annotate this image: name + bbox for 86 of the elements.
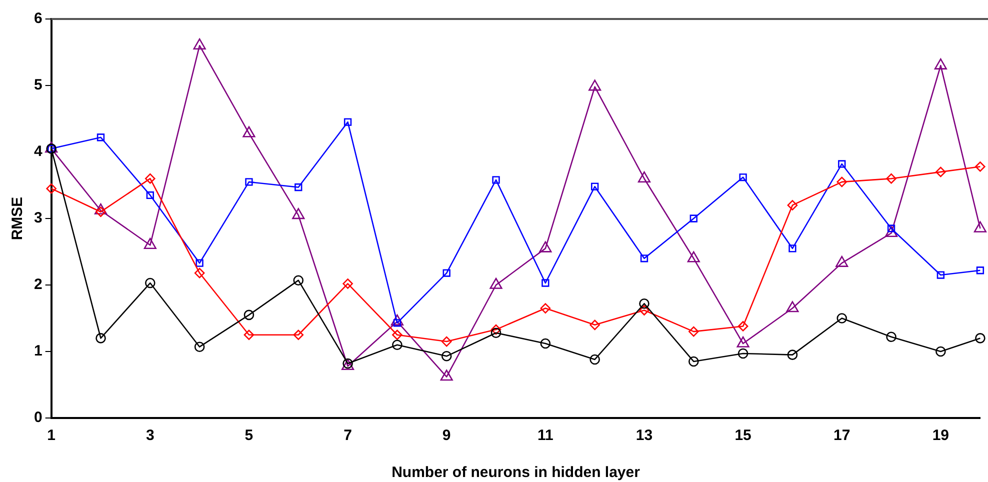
point bbox=[96, 206, 106, 217]
x-tick-label: 17 bbox=[834, 427, 850, 444]
x-tick-label: 13 bbox=[636, 427, 653, 444]
point bbox=[96, 333, 106, 344]
point bbox=[293, 330, 304, 340]
point bbox=[539, 241, 552, 252]
point bbox=[590, 182, 599, 190]
point bbox=[886, 173, 896, 184]
point bbox=[94, 203, 108, 214]
y-tick-label: 3 bbox=[34, 210, 42, 227]
point bbox=[194, 342, 205, 352]
point bbox=[344, 118, 352, 126]
point bbox=[738, 321, 748, 332]
point bbox=[145, 173, 156, 184]
point bbox=[936, 271, 945, 279]
point bbox=[975, 333, 986, 344]
point bbox=[738, 348, 748, 359]
x-tick-label: 19 bbox=[932, 427, 950, 444]
point bbox=[588, 80, 602, 91]
point bbox=[838, 160, 846, 168]
point bbox=[884, 226, 898, 238]
point bbox=[293, 275, 304, 286]
y-tick-label: 5 bbox=[34, 76, 42, 94]
point bbox=[244, 330, 254, 340]
point bbox=[639, 305, 650, 316]
point bbox=[96, 134, 105, 142]
point bbox=[590, 354, 600, 365]
y-tick-label: 4 bbox=[34, 143, 43, 160]
y-tick-label: 1 bbox=[34, 342, 42, 360]
point bbox=[976, 266, 984, 274]
point bbox=[441, 351, 452, 362]
x-tick-label: 9 bbox=[442, 427, 451, 444]
point bbox=[196, 259, 204, 267]
point bbox=[638, 171, 651, 182]
point bbox=[640, 254, 648, 262]
point bbox=[787, 350, 798, 360]
point bbox=[936, 346, 946, 357]
point bbox=[690, 214, 698, 222]
point bbox=[46, 183, 56, 194]
x-axis-title: Number of neurons in hidden layer bbox=[392, 464, 640, 482]
x-tick-label: 7 bbox=[344, 427, 352, 444]
point bbox=[934, 58, 947, 70]
point bbox=[688, 326, 699, 337]
point bbox=[936, 166, 946, 178]
point bbox=[836, 176, 848, 188]
point bbox=[146, 191, 154, 200]
x-tick-label: 11 bbox=[537, 427, 554, 444]
point bbox=[392, 330, 402, 340]
y-axis-title: RMSE bbox=[9, 196, 26, 240]
point bbox=[687, 251, 700, 262]
y-tick-label: 0 bbox=[34, 409, 42, 426]
point bbox=[245, 178, 253, 186]
point bbox=[244, 310, 254, 320]
point bbox=[974, 221, 986, 232]
point bbox=[886, 332, 896, 342]
point bbox=[540, 338, 551, 349]
x-tick-label: 1 bbox=[47, 427, 56, 444]
point bbox=[787, 200, 798, 210]
point bbox=[490, 324, 502, 335]
point bbox=[490, 328, 502, 338]
point bbox=[786, 301, 799, 312]
point bbox=[739, 173, 747, 182]
point bbox=[342, 278, 353, 289]
point bbox=[639, 298, 650, 309]
point bbox=[590, 320, 600, 330]
point bbox=[242, 126, 256, 138]
y-tick-label: 2 bbox=[34, 276, 42, 294]
point bbox=[688, 356, 699, 367]
point bbox=[836, 313, 848, 324]
point bbox=[542, 279, 550, 287]
point bbox=[540, 303, 551, 314]
point bbox=[294, 183, 302, 192]
point bbox=[292, 208, 305, 220]
point bbox=[194, 268, 205, 278]
point bbox=[441, 336, 452, 347]
point bbox=[788, 244, 796, 252]
x-tick-label: 3 bbox=[146, 427, 154, 444]
point bbox=[392, 340, 402, 350]
point bbox=[193, 38, 206, 50]
point bbox=[442, 269, 450, 277]
x-tick-label: 15 bbox=[734, 427, 752, 444]
x-tick-label: 5 bbox=[244, 427, 254, 444]
point bbox=[145, 278, 156, 288]
y-tick-label: 6 bbox=[34, 10, 42, 28]
point bbox=[975, 161, 986, 172]
point bbox=[492, 176, 500, 184]
